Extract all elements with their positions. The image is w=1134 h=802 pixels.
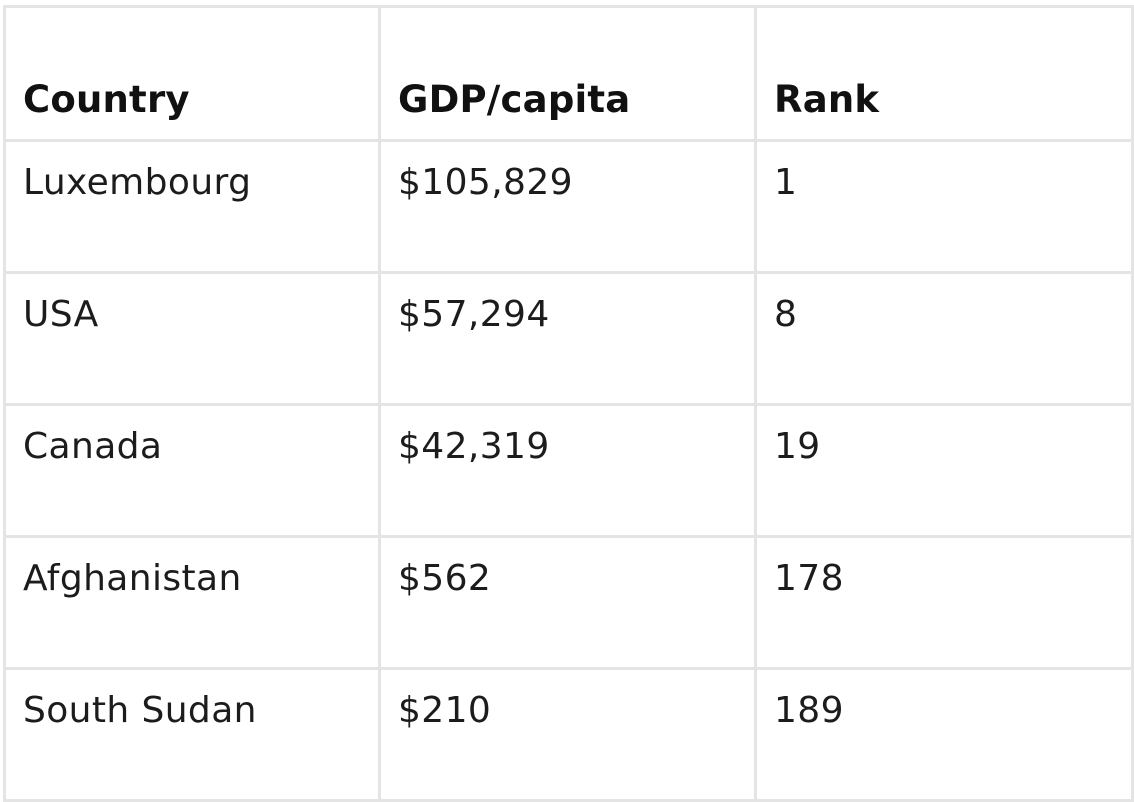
column-header-gdp-per-capita: GDP/capita: [378, 5, 757, 142]
country-cell: South Sudan: [3, 667, 381, 802]
gdp-cell: $42,319: [378, 403, 757, 538]
table-body: Luxembourg $105,829 1 USA $57,294 8 Cana…: [3, 139, 1134, 802]
gdp-table-container: Country GDP/capita Rank Luxembourg $105,…: [3, 5, 1134, 802]
country-cell: USA: [3, 271, 381, 406]
gdp-cell: $105,829: [378, 139, 757, 274]
rank-cell: 1: [754, 139, 1134, 274]
column-header-country: Country: [3, 5, 381, 142]
gdp-cell: $562: [378, 535, 757, 670]
rank-cell: 19: [754, 403, 1134, 538]
column-header-rank: Rank: [754, 5, 1134, 142]
country-cell: Canada: [3, 403, 381, 538]
gdp-cell: $210: [378, 667, 757, 802]
rank-cell: 178: [754, 535, 1134, 670]
country-cell: Luxembourg: [3, 139, 381, 274]
gdp-table: Country GDP/capita Rank Luxembourg $105,…: [3, 5, 1134, 802]
table-row: USA $57,294 8: [3, 271, 1134, 406]
table-header: Country GDP/capita Rank: [3, 5, 1134, 142]
table-row: Afghanistan $562 178: [3, 535, 1134, 670]
gdp-cell: $57,294: [378, 271, 757, 406]
country-cell: Afghanistan: [3, 535, 381, 670]
rank-cell: 8: [754, 271, 1134, 406]
header-row: Country GDP/capita Rank: [3, 5, 1134, 142]
table-row: South Sudan $210 189: [3, 667, 1134, 802]
table-row: Canada $42,319 19: [3, 403, 1134, 538]
table-row: Luxembourg $105,829 1: [3, 139, 1134, 274]
rank-cell: 189: [754, 667, 1134, 802]
